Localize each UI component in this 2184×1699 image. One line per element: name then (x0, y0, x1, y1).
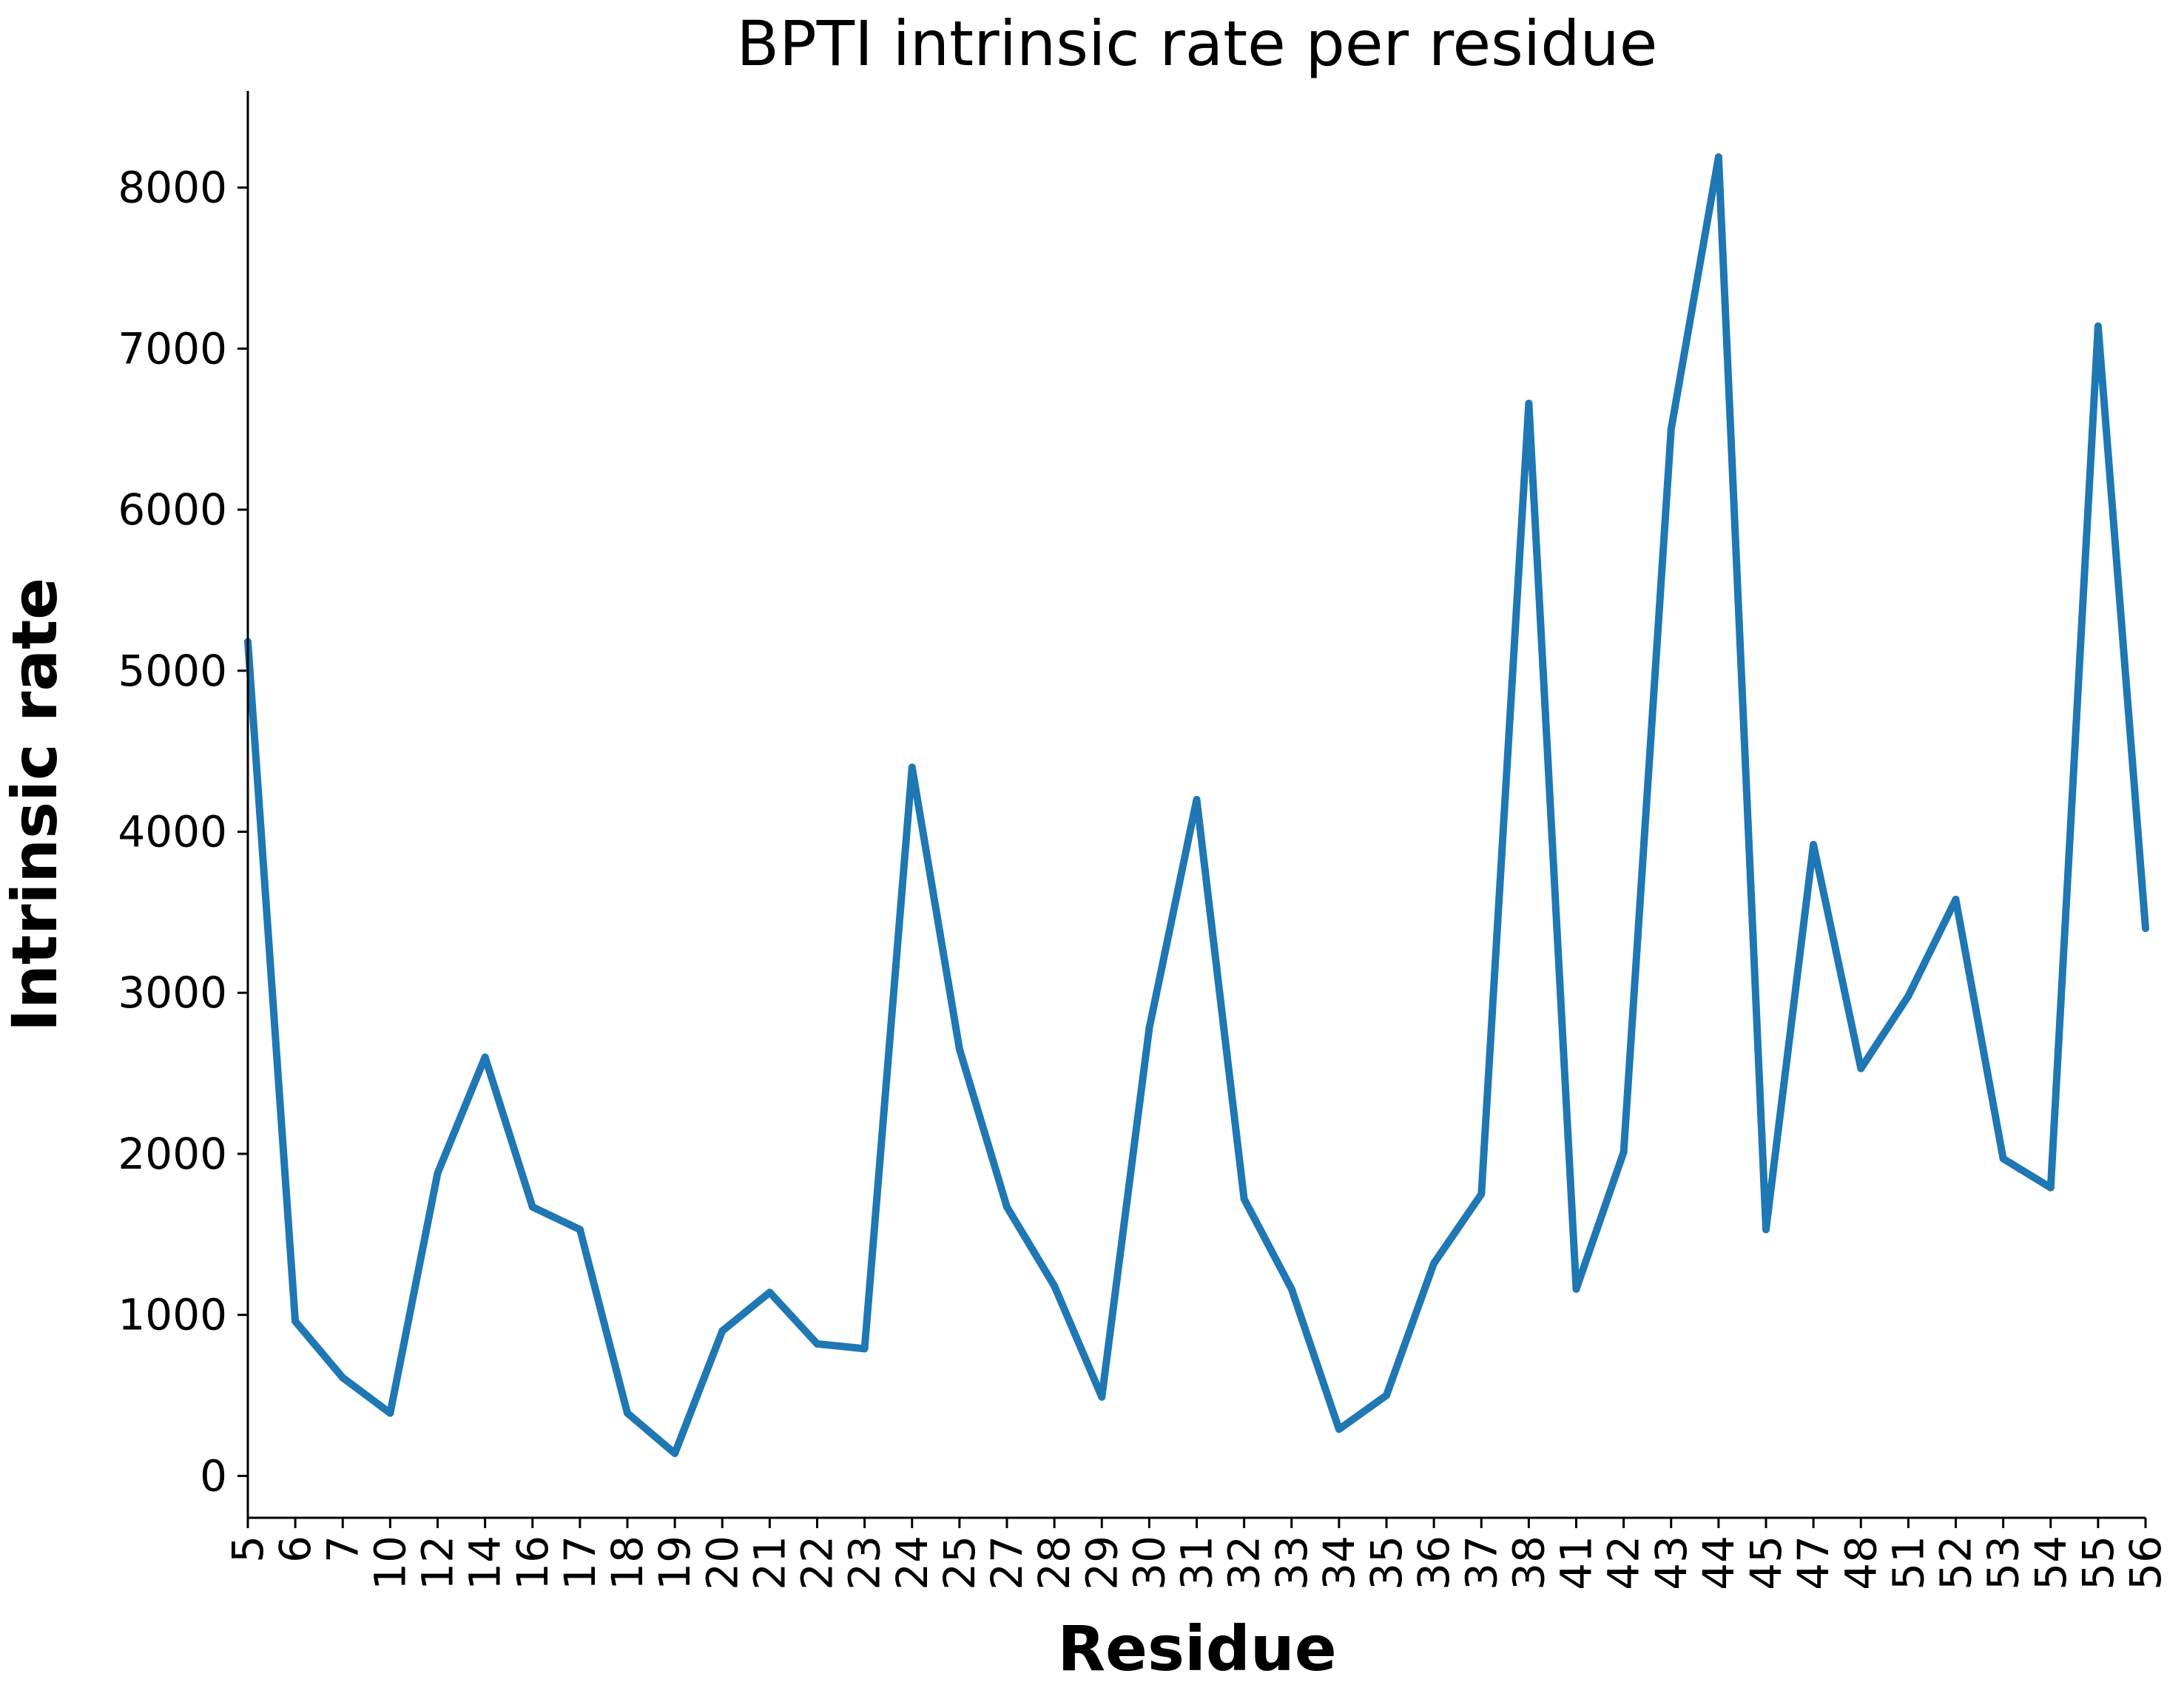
x-tick-label: 32 (1219, 1536, 1270, 1590)
data-point (528, 1203, 536, 1211)
x-tick-label: 24 (887, 1536, 937, 1590)
x-tick-label: 33 (1267, 1536, 1317, 1590)
x-tick-label: 34 (1314, 1536, 1364, 1590)
x-tick-label: 5 (223, 1536, 273, 1563)
x-tick-label: 56 (2120, 1536, 2171, 1590)
x-tick-label: 6 (270, 1536, 320, 1563)
x-tick-label: 12 (413, 1536, 463, 1590)
x-tick-label: 52 (1931, 1536, 1981, 1590)
x-tick-label: 43 (1646, 1536, 1696, 1590)
data-point (1430, 1260, 1438, 1268)
x-tick-label: 44 (1693, 1536, 1744, 1590)
data-point (860, 1345, 869, 1353)
data-point (2046, 1183, 2055, 1192)
y-axis-label: Intrinsic rate (0, 578, 71, 1032)
data-point (624, 1409, 631, 1417)
y-tick-label: 1000 (118, 1290, 227, 1340)
y-tick-label: 5000 (118, 646, 227, 696)
data-point (1335, 1425, 1343, 1433)
x-tick-label: 36 (1409, 1536, 1459, 1590)
x-tick-label: 37 (1456, 1536, 1506, 1590)
data-point (1952, 895, 1960, 903)
data-point (1051, 1282, 1059, 1290)
data-point (766, 1288, 774, 1297)
data-point (1003, 1203, 1011, 1211)
data-point (671, 1449, 679, 1457)
x-tick-label: 7 (317, 1536, 368, 1563)
x-tick-label: 47 (1788, 1536, 1838, 1590)
data-point (1477, 1190, 1486, 1198)
data-point (576, 1226, 584, 1234)
data-point (1714, 153, 1722, 161)
data-point (1383, 1391, 1390, 1399)
x-tick-label: 21 (744, 1536, 795, 1590)
x-tick-label: 19 (650, 1536, 700, 1590)
data-point (1572, 1285, 1580, 1293)
x-tick-label: 31 (1172, 1536, 1222, 1590)
data-point (386, 1409, 394, 1417)
y-axis: 0 1000 2000 3000 4000 5000 6000 7000 8000 (118, 163, 248, 1501)
x-tick-label: 41 (1551, 1536, 1602, 1590)
y-tick-label: 8000 (118, 163, 227, 213)
data-point (1857, 1064, 1865, 1073)
data-point (2142, 925, 2149, 933)
data-point (481, 1053, 489, 1061)
data-point (813, 1340, 821, 1348)
data-point (718, 1327, 727, 1335)
data-point (2094, 322, 2102, 330)
y-tick-label: 4000 (118, 807, 227, 857)
x-axis-label: Residue (1057, 1612, 1336, 1685)
x-tick-label: 22 (792, 1536, 843, 1590)
data-point (955, 1045, 963, 1053)
data-point (908, 763, 916, 771)
series-line (244, 153, 2149, 1457)
y-tick-label: 3000 (118, 967, 227, 1018)
x-tick-label: 53 (1978, 1536, 2029, 1590)
series-layer (244, 153, 2149, 1457)
data-point (1240, 1195, 1248, 1203)
data-point (1287, 1285, 1295, 1293)
y-tick-label: 7000 (118, 323, 227, 374)
x-tick-label: 51 (1883, 1536, 1933, 1590)
x-tick-label: 23 (840, 1536, 890, 1590)
x-tick-label: 18 (602, 1536, 653, 1590)
x-tick-label: 20 (697, 1536, 747, 1590)
x-tick-label: 16 (508, 1536, 558, 1590)
data-point (1098, 1393, 1106, 1401)
y-tick-label: 0 (200, 1450, 227, 1501)
x-tick-label: 17 (555, 1536, 605, 1590)
y-tick-label: 2000 (118, 1129, 227, 1179)
x-tick-label: 25 (934, 1536, 985, 1590)
x-tick-label: 10 (365, 1536, 415, 1590)
data-point (1904, 992, 1912, 1000)
data-point (291, 1317, 300, 1325)
x-tick-label: 42 (1599, 1536, 1649, 1590)
x-axis: 5671012141617181920212223242527282930313… (223, 1518, 2171, 1590)
x-tick-label: 35 (1361, 1536, 1412, 1590)
x-tick-label: 30 (1124, 1536, 1174, 1590)
data-point (1620, 1148, 1628, 1156)
x-tick-label: 29 (1076, 1536, 1127, 1590)
x-tick-label: 38 (1503, 1536, 1554, 1590)
y-tick-label: 6000 (118, 484, 227, 535)
data-point (1525, 399, 1533, 408)
data-point (1762, 1226, 1770, 1234)
data-point (339, 1374, 347, 1382)
x-tick-label: 28 (1029, 1536, 1079, 1590)
x-tick-label: 55 (2073, 1536, 2123, 1590)
chart-title: BPTI intrinsic rate per residue (737, 7, 1658, 80)
x-tick-label: 48 (1836, 1536, 1886, 1590)
x-tick-label: 54 (2026, 1536, 2076, 1590)
data-point (1810, 840, 1818, 848)
data-point (1145, 1024, 1153, 1033)
x-tick-label: 14 (460, 1536, 510, 1590)
data-point (434, 1169, 442, 1178)
data-point (1193, 795, 1201, 803)
x-tick-label: 27 (982, 1536, 1032, 1590)
data-point (1999, 1155, 2007, 1163)
data-point (1667, 425, 1675, 433)
x-tick-label: 45 (1741, 1536, 1791, 1590)
